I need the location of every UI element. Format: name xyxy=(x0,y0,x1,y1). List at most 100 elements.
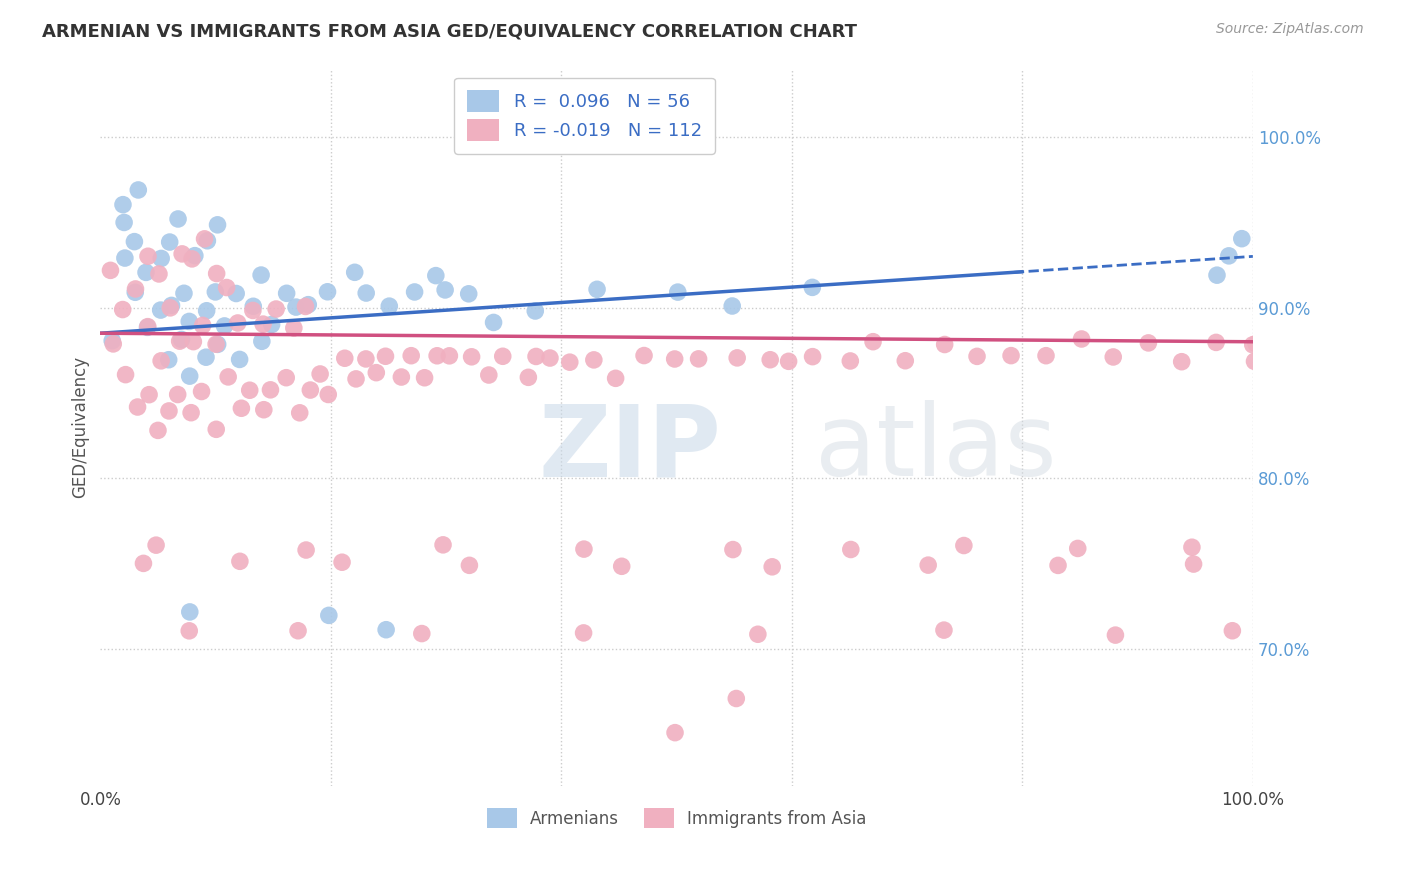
Point xyxy=(862,334,884,349)
Point xyxy=(276,370,298,384)
Point xyxy=(538,351,561,365)
Point xyxy=(572,626,595,640)
Point xyxy=(839,542,862,557)
Point xyxy=(1104,628,1126,642)
Point xyxy=(524,350,547,364)
Point xyxy=(205,422,228,436)
Point xyxy=(260,318,283,332)
Point xyxy=(524,304,547,318)
Point xyxy=(149,303,172,318)
Point xyxy=(127,400,149,414)
Point xyxy=(145,538,167,552)
Point xyxy=(146,424,169,438)
Legend: Armenians, Immigrants from Asia: Armenians, Immigrants from Asia xyxy=(479,801,873,835)
Point xyxy=(287,624,309,638)
Point xyxy=(664,725,686,739)
Point xyxy=(157,404,180,418)
Point xyxy=(191,318,214,333)
Point xyxy=(166,387,188,401)
Point xyxy=(288,406,311,420)
Point xyxy=(1137,335,1160,350)
Point xyxy=(688,351,710,366)
Point xyxy=(333,351,356,366)
Point xyxy=(839,354,862,368)
Point xyxy=(297,298,319,312)
Point xyxy=(966,350,988,364)
Text: ZIP: ZIP xyxy=(538,401,721,497)
Point xyxy=(1244,336,1267,351)
Point xyxy=(1067,541,1090,556)
Point xyxy=(239,383,262,397)
Point xyxy=(226,316,249,330)
Point xyxy=(264,301,287,316)
Point xyxy=(721,299,744,313)
Point xyxy=(747,627,769,641)
Point xyxy=(917,558,939,573)
Point xyxy=(460,350,482,364)
Point xyxy=(159,301,181,315)
Point xyxy=(195,303,218,318)
Point xyxy=(111,197,134,211)
Point xyxy=(100,263,122,277)
Point xyxy=(124,235,146,249)
Point xyxy=(103,337,125,351)
Point xyxy=(894,353,917,368)
Point xyxy=(114,251,136,265)
Point xyxy=(1047,558,1070,573)
Point xyxy=(276,286,298,301)
Text: ARMENIAN VS IMMIGRANTS FROM ASIA GED/EQUIVALENCY CORRELATION CHART: ARMENIAN VS IMMIGRANTS FROM ASIA GED/EQU… xyxy=(42,22,858,40)
Point xyxy=(135,265,157,279)
Point xyxy=(138,387,160,401)
Point xyxy=(482,315,505,329)
Point xyxy=(586,282,609,296)
Point xyxy=(173,286,195,301)
Point xyxy=(167,211,190,226)
Point xyxy=(721,542,744,557)
Point xyxy=(228,352,250,367)
Point xyxy=(404,285,426,299)
Point xyxy=(193,232,215,246)
Point xyxy=(183,334,205,349)
Text: atlas: atlas xyxy=(815,401,1056,497)
Point xyxy=(1182,557,1205,571)
Point xyxy=(517,370,540,384)
Point xyxy=(250,268,273,282)
Point xyxy=(112,215,135,229)
Point xyxy=(172,247,194,261)
Point xyxy=(205,337,228,351)
Point xyxy=(159,235,181,249)
Point xyxy=(179,624,201,638)
Point xyxy=(207,337,229,351)
Point xyxy=(439,349,461,363)
Point xyxy=(114,368,136,382)
Point xyxy=(344,372,367,386)
Point xyxy=(725,351,748,365)
Point xyxy=(179,605,201,619)
Point xyxy=(204,285,226,299)
Point xyxy=(378,299,401,313)
Point xyxy=(932,623,955,637)
Point xyxy=(425,268,447,283)
Point xyxy=(1035,349,1057,363)
Point xyxy=(458,558,481,573)
Point xyxy=(160,298,183,312)
Point xyxy=(1230,232,1253,246)
Point xyxy=(1170,354,1192,368)
Point xyxy=(1181,540,1204,554)
Point xyxy=(664,351,686,366)
Point xyxy=(205,267,228,281)
Point xyxy=(801,280,824,294)
Point xyxy=(136,319,159,334)
Point xyxy=(179,369,201,384)
Point xyxy=(180,406,202,420)
Point xyxy=(132,557,155,571)
Point xyxy=(953,539,976,553)
Point xyxy=(217,370,239,384)
Point xyxy=(157,352,180,367)
Text: Source: ZipAtlas.com: Source: ZipAtlas.com xyxy=(1216,22,1364,37)
Point xyxy=(434,283,457,297)
Point xyxy=(492,349,515,363)
Point xyxy=(285,300,308,314)
Point xyxy=(124,285,146,300)
Point xyxy=(127,183,149,197)
